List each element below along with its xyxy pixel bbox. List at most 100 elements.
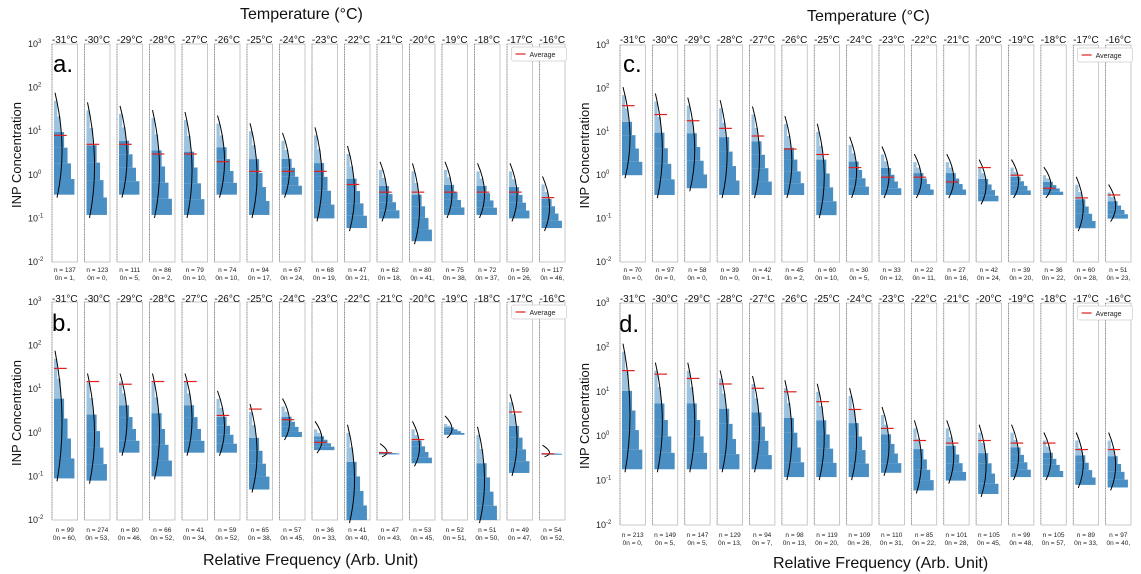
count-label: n = 53 xyxy=(413,527,432,534)
subplot-frame xyxy=(1040,302,1067,526)
temperature-label: -21°C xyxy=(944,294,970,305)
count-label: 0n = 21, xyxy=(345,275,369,282)
histogram-bar xyxy=(881,181,898,189)
fit-curve xyxy=(978,159,987,205)
histogram-bar xyxy=(249,200,270,215)
histogram-bar xyxy=(249,159,260,174)
subplot-frame xyxy=(943,44,970,263)
subplot-frame xyxy=(943,302,970,526)
fit-curve xyxy=(542,444,551,458)
histogram-bar xyxy=(881,161,888,168)
histogram-bar xyxy=(509,425,520,438)
fit-curve xyxy=(752,375,760,473)
fit-curve xyxy=(152,109,161,219)
histogram-bar xyxy=(119,393,126,406)
histogram-bar xyxy=(686,436,704,453)
histogram-bar xyxy=(1075,192,1082,200)
subplot-frame xyxy=(1008,44,1035,263)
count-label: n = 99 xyxy=(1012,532,1031,539)
histogram-bar xyxy=(444,199,461,208)
histogram-bar xyxy=(622,161,643,176)
histogram-bar xyxy=(379,194,393,203)
histogram-bar xyxy=(151,381,155,398)
histogram-bar xyxy=(1107,440,1111,449)
histogram-bar xyxy=(686,133,697,147)
count-label: 0n = 22, xyxy=(912,540,936,547)
histogram-bar xyxy=(751,383,755,399)
legend-label: Average xyxy=(1096,311,1122,318)
panel-label: d. xyxy=(619,311,639,338)
count-label: n = 67 xyxy=(283,267,302,274)
temperature-label: -17°C xyxy=(507,294,533,305)
temperature-label: -16°C xyxy=(1105,294,1131,305)
histogram-bar xyxy=(476,178,484,186)
count-label: 0n = 11, xyxy=(912,275,935,282)
histogram-bar xyxy=(848,161,859,170)
fit-curve xyxy=(152,373,161,480)
temperature-label: -25°C xyxy=(814,294,840,305)
histogram-bar xyxy=(881,424,888,435)
histogram-bar xyxy=(476,505,497,520)
fit-curve xyxy=(1075,176,1084,232)
temperature-label: -28°C xyxy=(149,294,175,305)
y-tick-label: 10-2 xyxy=(596,257,612,267)
count-label: 0n = 18, xyxy=(378,275,402,282)
histogram-bar xyxy=(444,425,451,428)
histogram-bar xyxy=(848,450,866,464)
fit-curve xyxy=(184,373,193,456)
histogram-bar xyxy=(783,135,791,148)
histogram-bar xyxy=(978,195,999,202)
histogram-bar xyxy=(346,153,350,167)
count-label: n = 86 xyxy=(153,267,172,274)
histogram-bar xyxy=(848,169,863,179)
histogram-bar xyxy=(379,186,390,195)
temperature-label: -22°C xyxy=(344,294,370,305)
histogram-bar xyxy=(476,434,480,449)
histogram-bar xyxy=(86,431,101,448)
histogram-bar xyxy=(444,169,448,178)
histogram-bar xyxy=(751,154,765,169)
histogram-bar xyxy=(249,131,253,146)
count-label: 0n = 0, xyxy=(623,275,643,282)
temperature-label: -17°C xyxy=(1073,35,1099,46)
histogram-bar xyxy=(541,220,562,229)
histogram-bar xyxy=(54,132,65,148)
fit-curve xyxy=(282,132,291,198)
histogram-bar xyxy=(654,163,672,180)
count-label: n = 22 xyxy=(915,267,934,274)
count-label: n = 30 xyxy=(850,267,869,274)
temperature-label: -20°C xyxy=(409,35,435,46)
histogram-bar xyxy=(184,120,188,136)
histogram-bar xyxy=(216,170,234,183)
histogram-bar xyxy=(1042,191,1064,195)
histogram-bar xyxy=(783,462,805,478)
count-label: n = 213 xyxy=(622,532,644,539)
histogram-bar xyxy=(719,180,740,195)
top-title-left: Temperature (°C) xyxy=(240,6,363,23)
subplot-frame xyxy=(1040,44,1067,263)
count-label: n = 89 xyxy=(1077,532,1096,539)
fit-curve xyxy=(978,424,987,498)
count-label: 0n = 33, xyxy=(1074,540,1098,547)
histogram-bar xyxy=(1107,479,1128,488)
y-tick-label: 10-2 xyxy=(28,515,44,525)
top-title-right: Temperature (°C) xyxy=(807,8,930,25)
subplot-frame xyxy=(910,302,938,526)
histogram-bar xyxy=(816,159,827,174)
subplot-frame xyxy=(181,301,208,521)
histogram-bar xyxy=(281,421,296,427)
count-label: 0n = 43, xyxy=(378,535,402,542)
histogram-bar xyxy=(978,473,996,484)
y-tick-label: 102 xyxy=(28,83,42,93)
histogram-bar xyxy=(751,426,765,441)
panel-d: 10-2 10-1 100 101 102 103 INP Concentration d. -… xyxy=(577,294,1133,547)
histogram-bar xyxy=(541,184,545,192)
histogram-bar xyxy=(119,113,123,128)
count-label: n = 65 xyxy=(251,527,270,534)
temperature-label: -24°C xyxy=(279,35,305,46)
histogram-bar xyxy=(54,418,68,439)
histogram-bar xyxy=(978,173,985,179)
histogram-bar xyxy=(783,447,801,463)
histogram-bar xyxy=(314,135,318,150)
